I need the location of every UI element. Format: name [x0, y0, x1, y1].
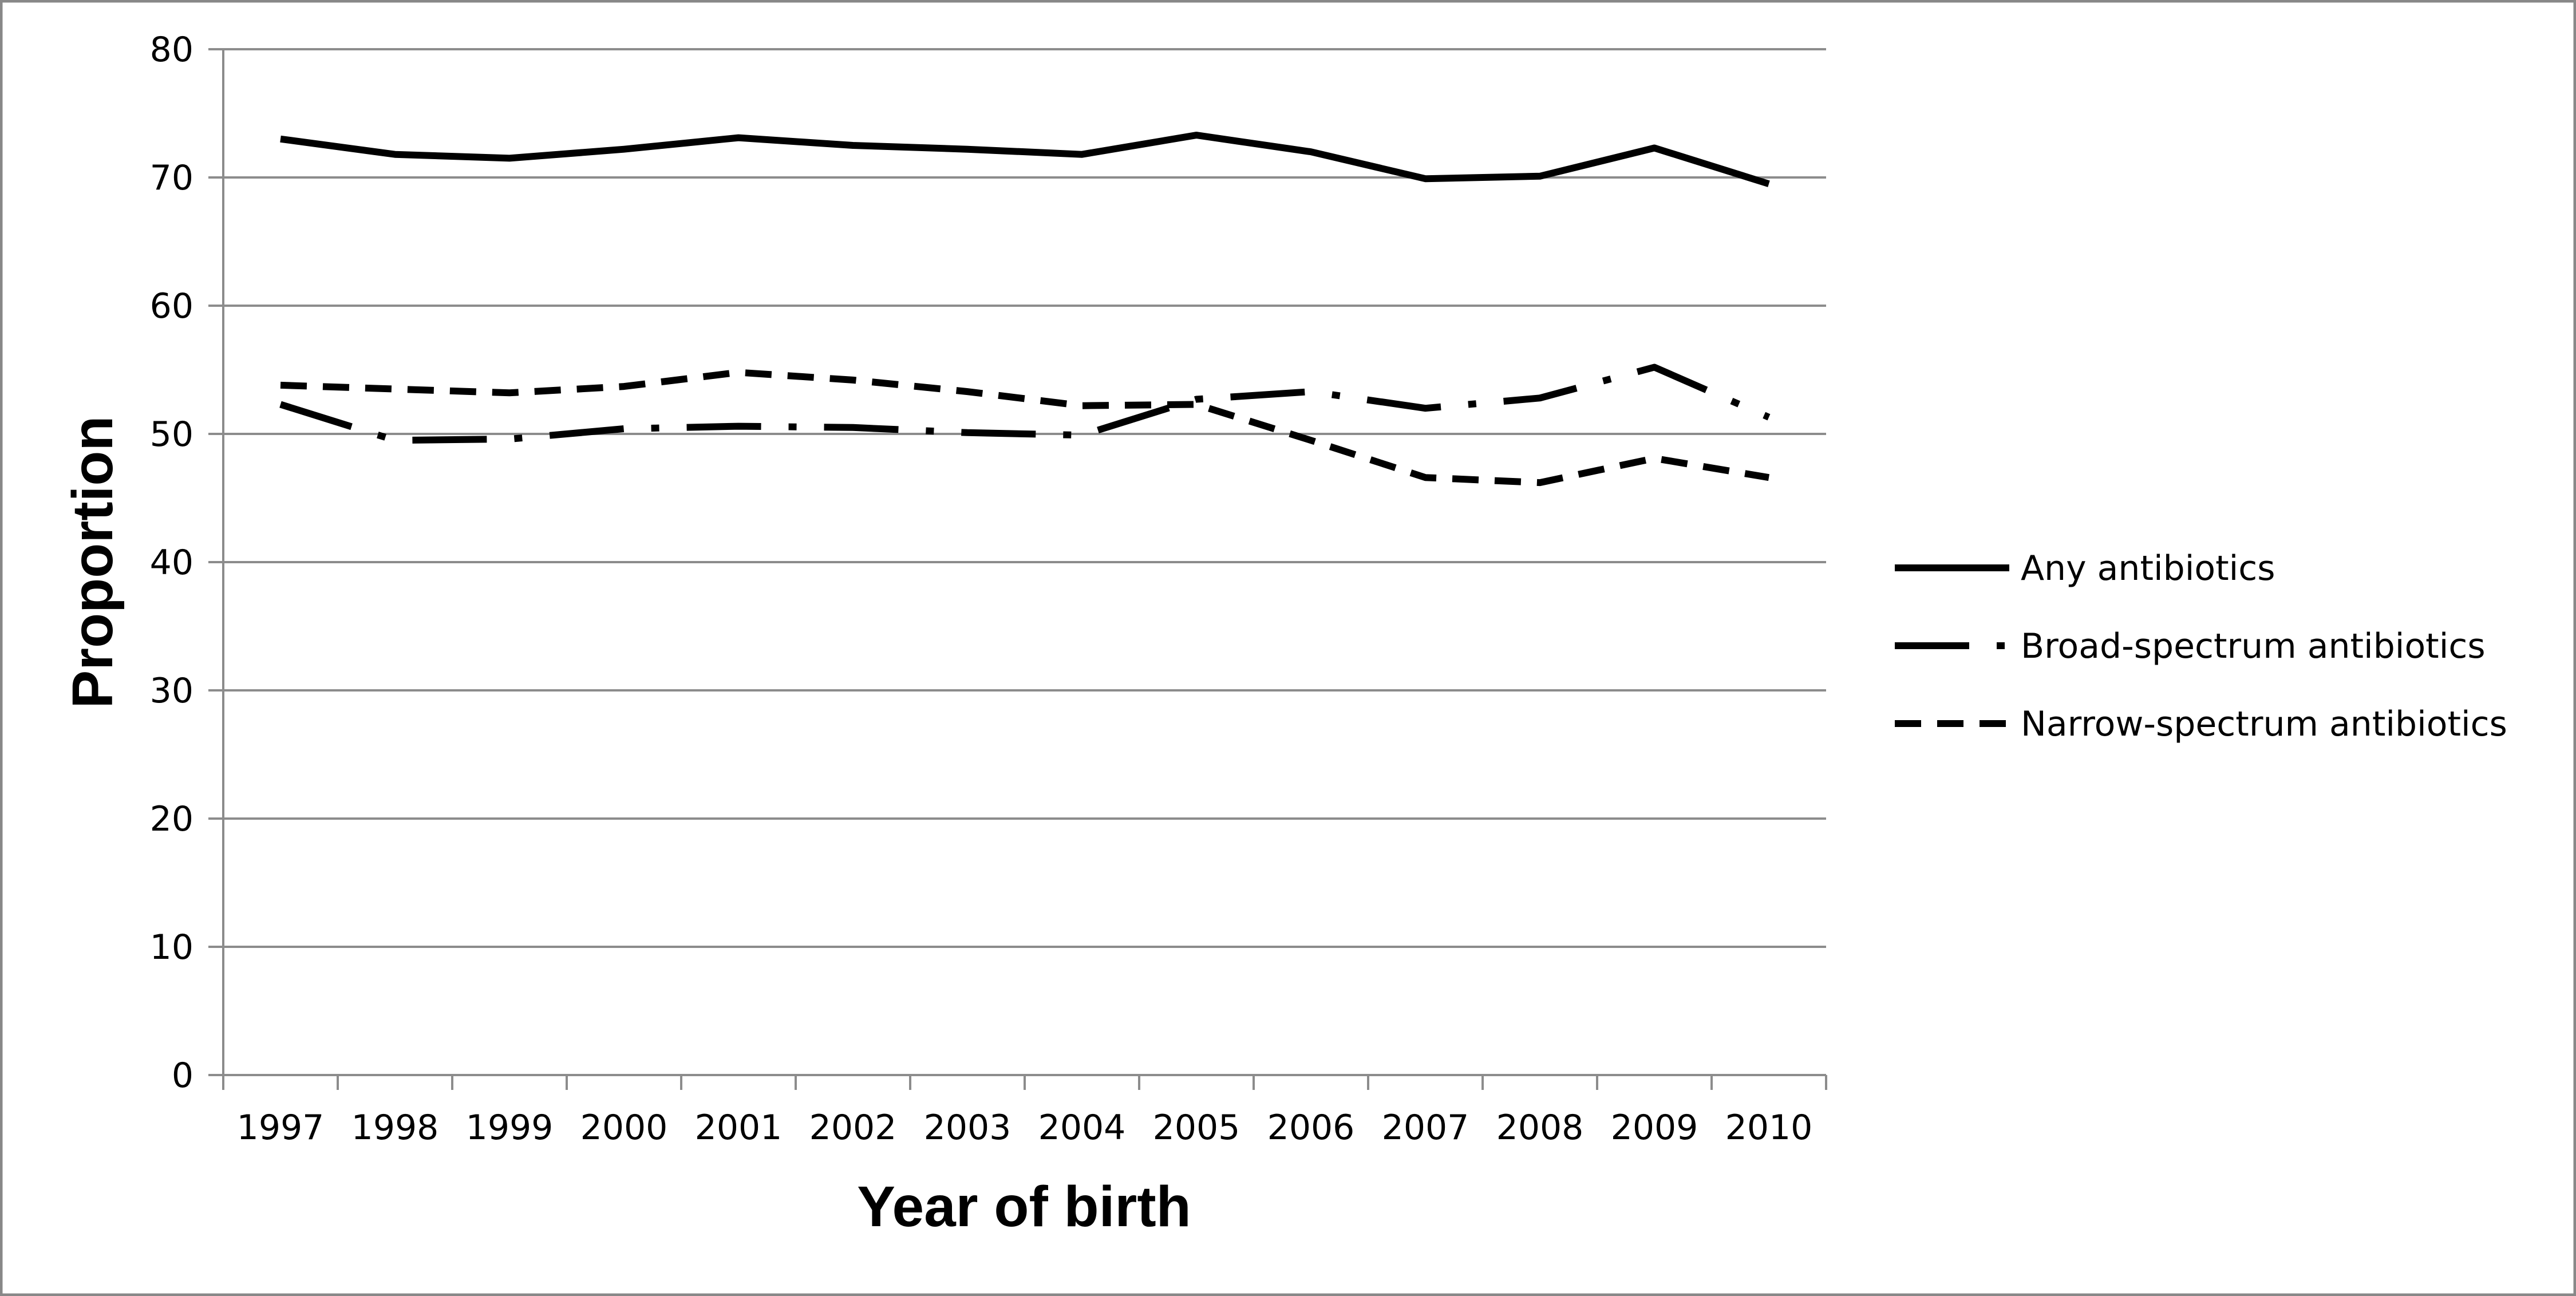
- data-point: [1078, 432, 1085, 438]
- y-tick-label: 40: [150, 543, 193, 583]
- data-point: [506, 155, 513, 161]
- x-tick-label: 2002: [809, 1108, 897, 1148]
- y-tick-label: 70: [150, 158, 193, 198]
- y-tick-label: 10: [150, 927, 193, 967]
- data-point: [1307, 437, 1314, 444]
- data-point: [506, 389, 513, 396]
- data-point: [964, 388, 971, 395]
- data-point: [621, 425, 627, 432]
- x-tick-label: 2005: [1153, 1108, 1240, 1148]
- legend-label: Narrow-spectrum antibiotics: [2021, 704, 2507, 744]
- y-tick-label: 50: [150, 414, 193, 455]
- data-point: [1765, 414, 1772, 421]
- data-point: [1078, 151, 1085, 158]
- y-tick-label: 20: [150, 799, 193, 839]
- x-tick-label: 2010: [1725, 1108, 1813, 1148]
- data-point: [1078, 402, 1085, 409]
- data-point: [621, 383, 627, 390]
- data-point: [850, 377, 856, 384]
- x-tick-label: 1998: [351, 1108, 439, 1148]
- legend-label: Broad-spectrum antibiotics: [2021, 626, 2486, 666]
- data-point: [1422, 474, 1429, 481]
- data-point: [506, 436, 513, 442]
- data-point: [1536, 479, 1543, 486]
- x-tick-label: 2003: [924, 1108, 1012, 1148]
- y-tick-labels: 0 10 20 30 40 50 60 70 80: [150, 30, 193, 1096]
- data-point: [1193, 132, 1200, 139]
- data-point: [964, 429, 971, 436]
- legend-item: Narrow-spectrum antibiotics: [1895, 704, 2507, 744]
- data-point: [392, 151, 398, 158]
- data-point: [392, 386, 398, 393]
- data-point: [1307, 148, 1314, 155]
- data-point: [1765, 180, 1772, 187]
- data-point: [1422, 175, 1429, 182]
- y-tick-label: 30: [150, 671, 193, 711]
- axes: [208, 48, 1827, 1090]
- series-lines: [277, 132, 1772, 487]
- data-point: [1422, 405, 1429, 412]
- legend-item: Broad-spectrum antibiotics: [1895, 626, 2486, 666]
- data-point: [277, 382, 284, 389]
- x-tick-label: 2008: [1496, 1108, 1584, 1148]
- x-axis-title: Year of birth: [857, 1175, 1191, 1239]
- legend-item: Any antibiotics: [1895, 548, 2275, 588]
- x-tick-label: 2004: [1038, 1108, 1126, 1148]
- y-tick-label: 80: [150, 30, 193, 70]
- data-point: [735, 135, 742, 141]
- data-point: [735, 369, 742, 376]
- data-point: [964, 146, 971, 153]
- y-axis-title: Proportion: [61, 416, 125, 708]
- x-tick-label: 2006: [1267, 1108, 1355, 1148]
- series-line-2: [280, 369, 1769, 487]
- series-line-1: [279, 363, 1771, 444]
- series-line-0: [280, 132, 1770, 187]
- x-tick-label: 2007: [1382, 1108, 1469, 1148]
- data-point: [1651, 144, 1658, 151]
- data-point: [1193, 401, 1200, 408]
- data-point: [277, 136, 284, 143]
- x-tick-label: 2009: [1611, 1108, 1698, 1148]
- x-tick-label: 1999: [466, 1108, 554, 1148]
- data-point: [1651, 455, 1658, 462]
- legend-label: Any antibiotics: [2021, 548, 2275, 588]
- y-tick-label: 0: [172, 1056, 193, 1096]
- data-point: [850, 142, 856, 149]
- x-tick-label: 2000: [580, 1108, 668, 1148]
- data-point: [1307, 388, 1314, 395]
- data-point: [850, 424, 856, 431]
- data-point: [1536, 394, 1543, 401]
- data-point: [621, 146, 627, 153]
- x-tick-label: 2001: [695, 1108, 783, 1148]
- legend: Any antibiotics Broad-spectrum antibiotic…: [1895, 548, 2507, 744]
- data-point: [1765, 474, 1772, 481]
- data-point: [1536, 173, 1543, 180]
- data-point: [277, 401, 284, 408]
- data-point: [735, 423, 742, 430]
- x-tick-labels: 1997 1998 1999 2000 2001 2002 2003 2004 2005 2006…: [237, 1108, 1813, 1148]
- data-point: [392, 437, 398, 444]
- data-point: [1651, 364, 1658, 371]
- x-tick-label: 1997: [237, 1108, 325, 1148]
- y-tick-label: 60: [150, 286, 193, 326]
